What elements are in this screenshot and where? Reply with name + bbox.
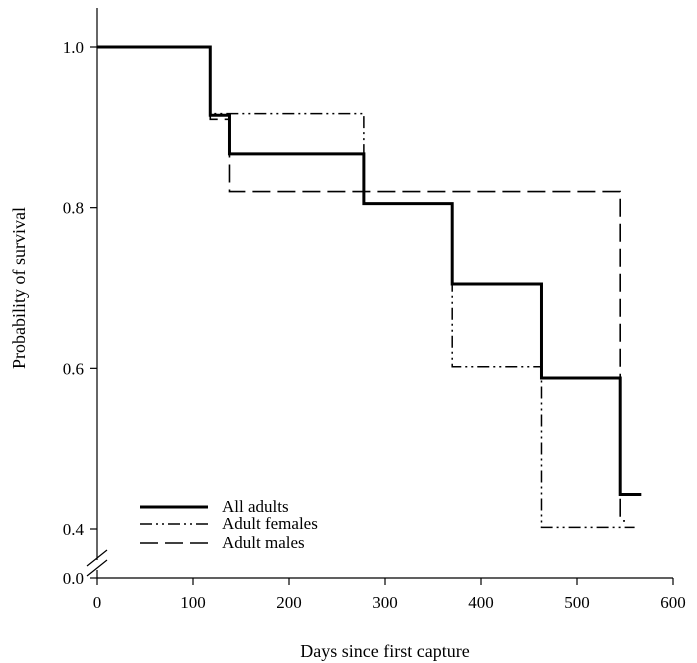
x-tick-label: 400 [468, 593, 494, 612]
series-line-2 [97, 46, 635, 529]
legend-label-2: Adult females [222, 514, 318, 533]
x-tick-label: 200 [276, 593, 302, 612]
x-tick-label: 300 [372, 593, 398, 612]
y-tick-label: 0.8 [63, 199, 84, 218]
y-tick-label: 0.0 [63, 569, 84, 588]
x-tick-label: 600 [660, 593, 686, 612]
x-tick-label: 500 [564, 593, 590, 612]
y-tick-label: 0.6 [63, 359, 84, 378]
y-tick-label: 0.4 [63, 520, 85, 539]
x-axis-label: Days since first capture [300, 641, 469, 661]
series-line-3 [97, 46, 625, 522]
y-axis-label: Probability of survival [9, 207, 29, 369]
axis-break-mark [86, 549, 108, 567]
x-tick-label: 0 [93, 593, 102, 612]
legend-label-1: All adults [222, 497, 289, 516]
series-lines [97, 45, 642, 529]
axis-break-mark [86, 559, 108, 577]
series-line-1 [97, 45, 642, 496]
x-tick-label: 100 [180, 593, 206, 612]
axes [86, 8, 673, 579]
legend-label-3: Adult males [222, 533, 305, 552]
ticks: 0 100 200 300 400 500 600 0.0 0.4 0.6 0.8 1.0 [63, 38, 686, 612]
y-tick-label: 1.0 [63, 38, 84, 57]
